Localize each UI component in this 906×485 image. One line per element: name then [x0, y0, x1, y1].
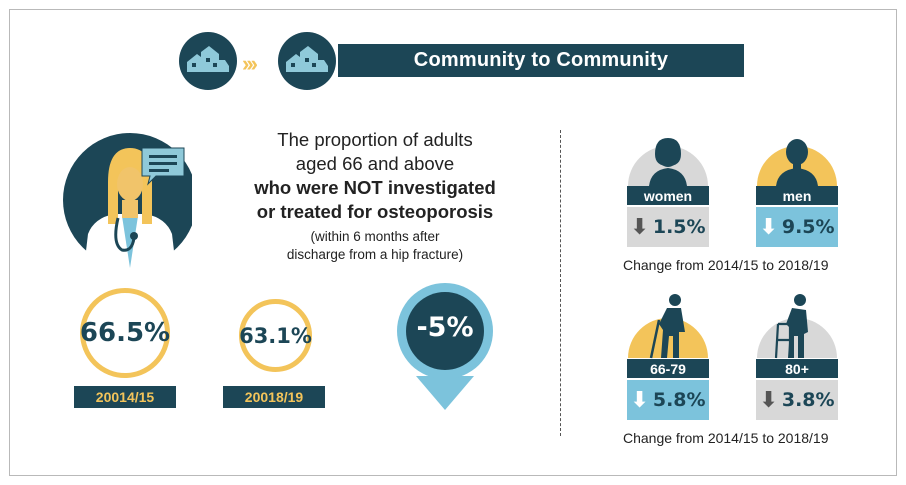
down-arrow-icon: ⬇ [759, 214, 778, 240]
section-divider [560, 130, 561, 436]
stat-2018-value: 63.1% [239, 299, 312, 372]
men-change-value: 9.5% [781, 216, 835, 238]
men-change: ⬇ 9.5% [756, 207, 838, 247]
down-arrow-icon: ⬇ [630, 214, 649, 240]
age-80-plus-change: ⬇ 3.8% [756, 380, 838, 420]
women-change-value: 1.5% [652, 216, 706, 238]
age-66-79-change: ⬇ 5.8% [627, 380, 709, 420]
headline: The proportion of adults aged 66 and abo… [225, 128, 525, 224]
subnote-line-1: (within 6 months after [310, 229, 440, 244]
subnote-line-2: discharge from a hip fracture) [286, 247, 464, 262]
house-icon [286, 46, 328, 72]
infographic-frame [9, 9, 897, 476]
house-circle-right [278, 32, 336, 90]
down-arrow-icon [397, 283, 493, 410]
age-80-plus-change-value: 3.8% [781, 389, 835, 411]
overall-change-value: -5% [416, 312, 474, 343]
headline-line-1: The proportion of adults [277, 129, 473, 150]
down-arrow-icon: ⬇ [630, 387, 649, 413]
woman-icon [628, 138, 708, 186]
men-label: men [756, 186, 838, 205]
change-note-age: Change from 2014/15 to 2018/19 [623, 430, 829, 446]
house-icon [187, 46, 229, 72]
age-80-plus-label: 80+ [756, 359, 838, 378]
elderly-cane-icon [628, 294, 708, 359]
women-label: women [627, 186, 709, 205]
headline-line-2: aged 66 and above [295, 153, 455, 174]
change-note-gender: Change from 2014/15 to 2018/19 [623, 257, 829, 273]
speech-bubble-icon [141, 147, 185, 186]
stat-2018-year: 20018/19 [223, 386, 325, 408]
age-66-79-change-value: 5.8% [652, 389, 706, 411]
down-arrow-icon: ⬇ [759, 387, 778, 413]
stat-2014-value: 66.5% [80, 288, 170, 378]
age-66-79-label: 66-79 [627, 359, 709, 378]
house-circle-left [179, 32, 237, 90]
headline-line-3: who were NOT investigated [254, 177, 496, 198]
man-icon [757, 139, 837, 186]
elderly-walker-icon [757, 294, 837, 359]
women-change: ⬇ 1.5% [627, 207, 709, 247]
headline-line-4: or treated for osteoporosis [256, 201, 494, 222]
subnote: (within 6 months after discharge from a … [225, 228, 525, 264]
chevrons-icon: ››› [242, 51, 258, 76]
stat-2014-year: 20014/15 [74, 386, 176, 408]
banner-title: Community to Community [338, 44, 744, 77]
